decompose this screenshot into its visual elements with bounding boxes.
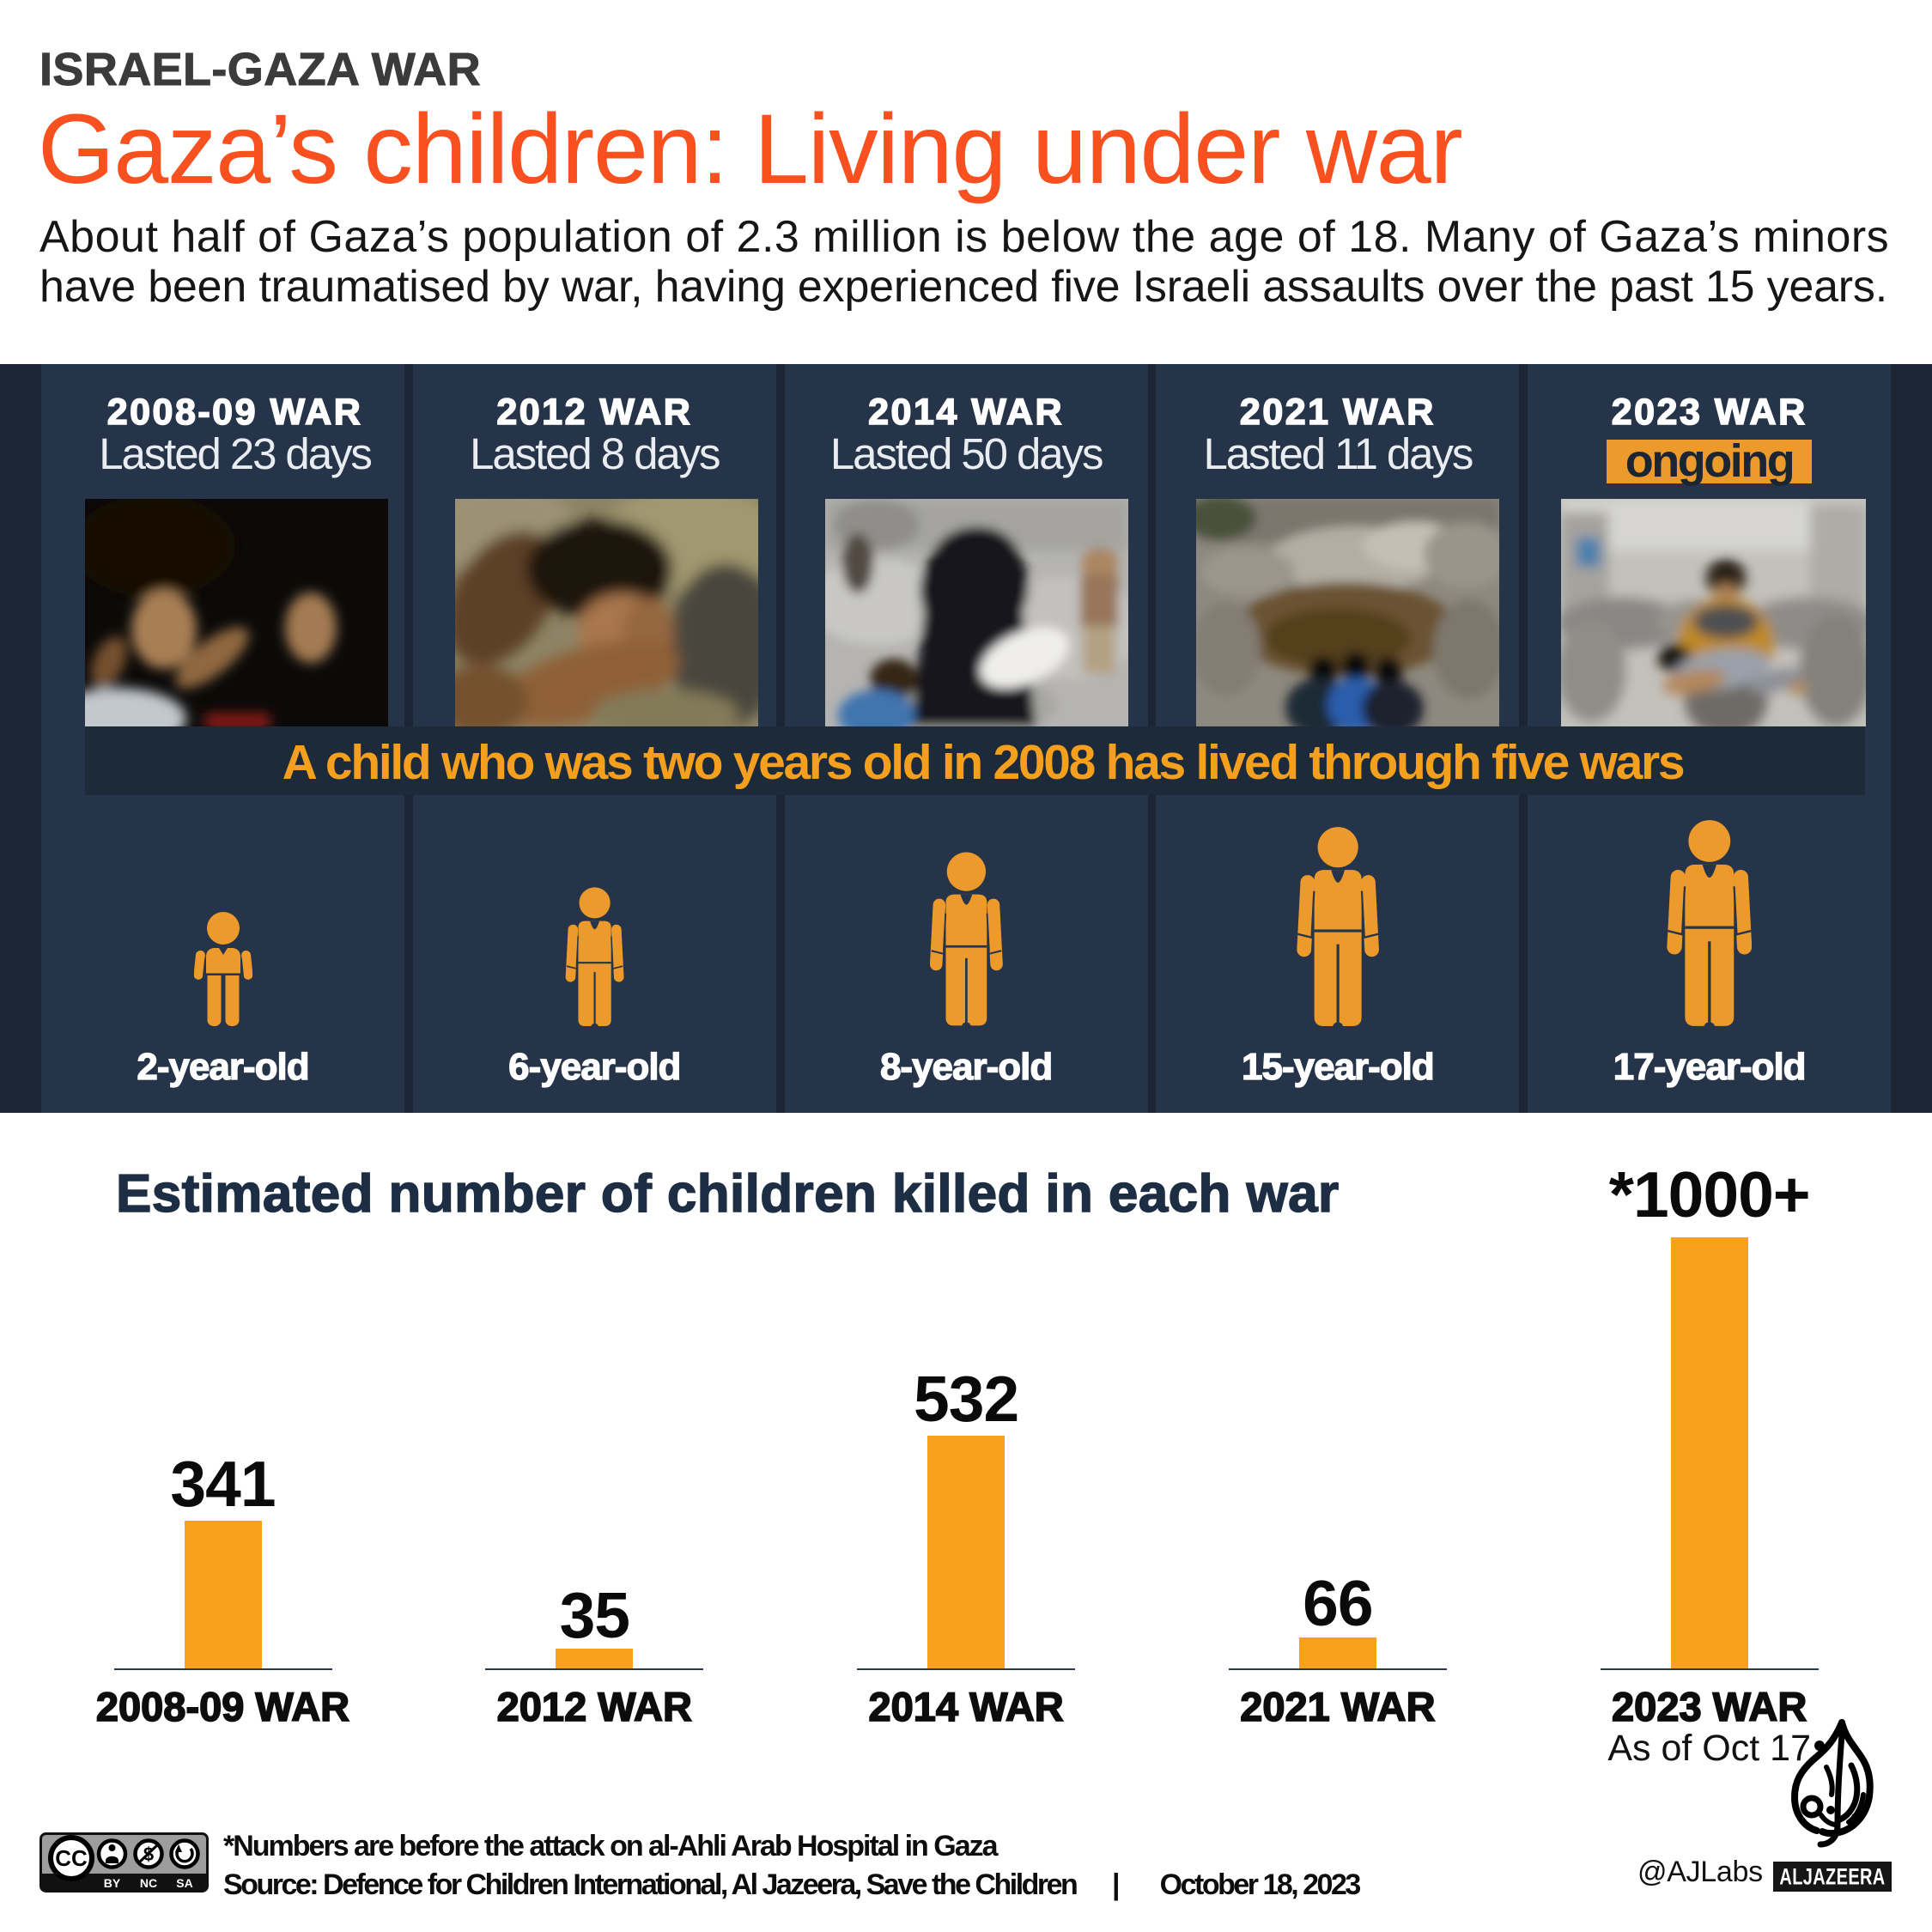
svg-text:SA: SA bbox=[176, 1876, 192, 1890]
svg-text:NC: NC bbox=[140, 1876, 157, 1890]
svg-text:BY: BY bbox=[104, 1876, 121, 1890]
svg-text:CC: CC bbox=[55, 1845, 88, 1871]
